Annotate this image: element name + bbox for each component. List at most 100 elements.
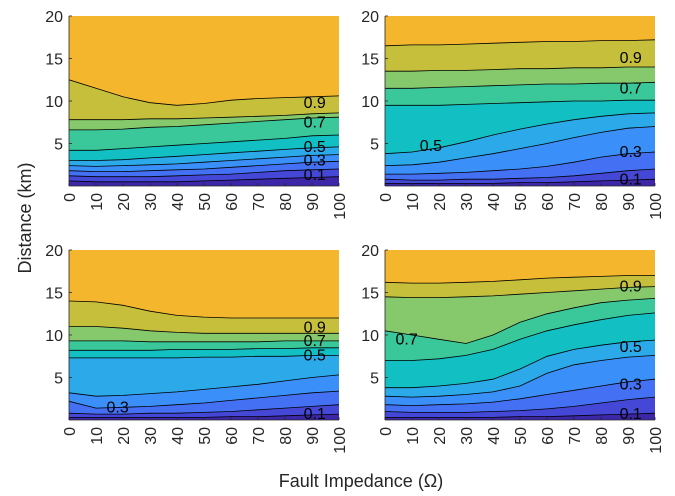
x-tick-label: 30 [143,193,160,211]
y-tick-label: 10 [361,94,379,111]
contour-line [69,134,339,151]
y-tick-label: 10 [361,328,379,345]
contour-label: 0.3 [106,399,128,416]
panel-top-left: 0.9 0.7 0.50.30.1 5 10 15 20 0 10 20 30 40 50 60 70 80 9… [45,9,349,220]
x-tick-label: 20 [432,427,449,445]
contour-line [69,176,339,183]
y-tick-label: 20 [361,9,379,26]
x-tick-label: 80 [594,427,611,445]
contour-line [385,151,655,175]
contour-line [385,126,655,166]
contour-label: 0.3 [620,144,642,161]
y-tick-label: 20 [45,243,63,260]
contour-label: 0.5 [304,139,326,156]
contour-line [385,39,655,47]
x-tick-label: 10 [89,427,106,445]
contour-line [385,66,655,72]
contour-line [385,339,655,389]
contour-line [69,390,339,409]
contour-line [69,347,339,351]
x-tick-label: 80 [278,193,295,211]
contour-line [385,99,655,106]
y-tick-label: 10 [45,328,63,345]
x-tick-label: 0 [378,427,395,436]
x-tick-label: 10 [89,193,106,211]
contour-line [385,168,655,181]
x-tick-label: 70 [251,427,268,445]
contour-label: 0.9 [620,279,642,296]
contour-line [385,355,655,398]
contour-band [69,250,339,318]
contour-line [385,298,655,344]
y-tick-label: 15 [45,286,63,303]
x-tick-label: 50 [197,427,214,445]
x-tick-label: 100 [332,427,349,454]
y-tick-label: 5 [54,371,63,388]
contour-line [385,286,655,298]
contour-fill-group [69,16,339,186]
x-tick-label: 50 [513,427,530,445]
contour-label: 0.3 [304,153,326,170]
x-tick-label: 100 [332,193,349,220]
x-tick-label: 20 [432,193,449,211]
contour-line [385,412,655,418]
contour-line [69,154,339,167]
contour-label: 0.7 [395,331,417,348]
x-tick-label: 10 [405,193,422,211]
x-tick-label: 60 [224,193,241,211]
x-tick-label: 60 [540,193,557,211]
contour-line [69,160,339,172]
y-tick-label: 15 [361,52,379,69]
contour-line [69,146,339,161]
contour-label: 0.7 [620,80,642,97]
x-tick-label: 100 [648,193,665,220]
x-tick-label: 90 [621,193,638,211]
contour-fill-group [385,250,655,420]
contour-line [69,112,339,121]
contour-line [69,374,339,397]
contour-band [385,250,655,284]
panel-bottom-right: 0.9 0.7 0.5 0.3 0.1 5 10 15 20 0 10 20 30 40 50 60 70 80 9… [361,243,665,454]
x-tick-label: 30 [459,193,476,211]
contour-line [385,378,655,407]
x-tick-label: 20 [116,193,133,211]
contour-label: 0.3 [620,376,642,393]
contour-line [385,178,655,184]
contour-band [385,16,655,46]
x-tick-label: 60 [540,427,557,445]
contour-label: 0.5 [420,138,442,155]
contour-line [385,275,655,284]
y-tick-label: 5 [370,137,379,154]
y-tick-label: 20 [361,243,379,260]
x-tick-label: 0 [62,193,79,202]
contour-label: 0.1 [620,406,642,423]
panel-top-right: 0.9 0.7 0.5 0.3 0.1 5 10 15 20 0 10 20 30 40 50 60 70 80 9… [361,9,665,220]
x-tick-label: 40 [170,427,187,445]
x-tick-label: 50 [513,193,530,211]
x-tick-label: 70 [251,193,268,211]
x-tick-label: 20 [116,427,133,445]
x-tick-label: 0 [62,427,79,436]
contour-line [69,79,339,106]
x-tick-label: 90 [305,427,322,445]
x-axis-label: Fault Impedance (Ω) [279,471,444,491]
x-tick-label: 30 [143,427,160,445]
contour-label: 0.1 [304,167,326,184]
x-tick-label: 90 [621,427,638,445]
x-tick-label: 40 [170,193,187,211]
contour-label: 0.5 [304,348,326,365]
contour-line [69,355,339,359]
x-tick-label: 70 [567,193,584,211]
contour-band [69,16,339,106]
contour-fill-group [69,250,339,420]
contour-line [69,340,339,343]
x-tick-label: 60 [224,427,241,445]
contour-label: 0.5 [620,339,642,356]
x-tick-label: 100 [648,427,665,454]
x-tick-label: 40 [486,427,503,445]
contour-label: 0.9 [620,50,642,67]
y-tick-label: 5 [370,371,379,388]
x-tick-label: 50 [197,193,214,211]
y-tick-label: 10 [45,94,63,111]
contour-line [69,326,339,334]
